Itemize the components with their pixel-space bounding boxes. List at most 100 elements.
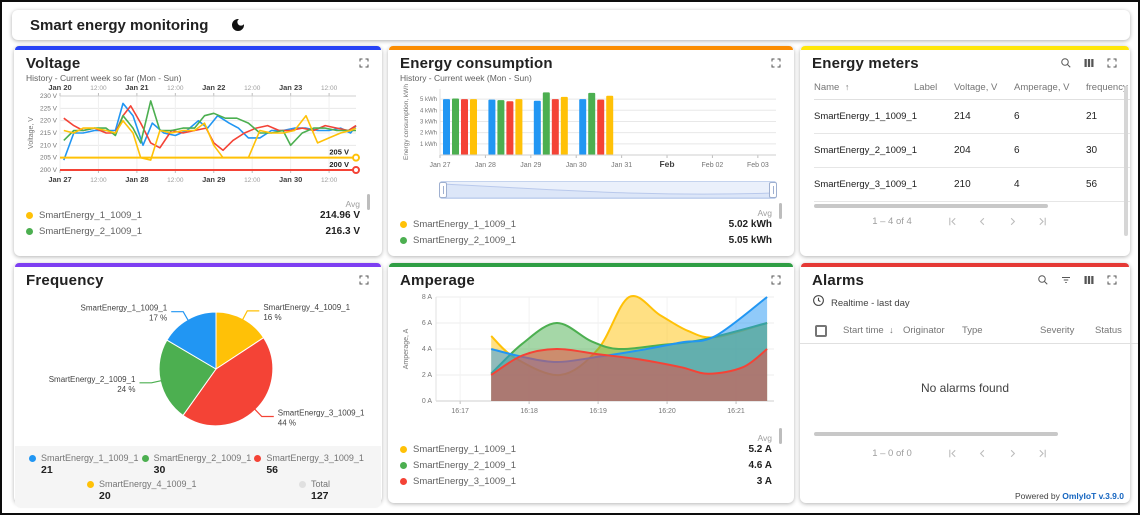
first-page-button[interactable] <box>938 215 968 228</box>
table-row[interactable]: SmartEnergy_1_1009_1 214 6 21 <box>814 100 1130 134</box>
horizontal-scrollbar[interactable] <box>814 432 1058 436</box>
svg-text:Jan 31: Jan 31 <box>611 162 632 169</box>
navigator-right-handle[interactable] <box>769 182 777 198</box>
svg-text:24 %: 24 % <box>117 385 135 394</box>
svg-text:12:00: 12:00 <box>90 177 107 184</box>
legend-scrollbar[interactable] <box>779 428 782 444</box>
table-row[interactable]: SmartEnergy_2_1009_1 204 6 30 <box>814 134 1130 168</box>
time-window-label[interactable]: Realtime - last day <box>831 297 910 309</box>
legend-item[interactable]: SmartEnergy_1_1009_1 21 <box>29 453 142 476</box>
next-page-button[interactable] <box>998 215 1028 228</box>
column-header-frequency[interactable]: frequency <box>1086 82 1128 93</box>
expand-icon[interactable] <box>770 274 782 286</box>
svg-text:Jan 27: Jan 27 <box>429 162 450 169</box>
svg-text:200 V: 200 V <box>329 160 349 169</box>
legend-header: Avg <box>26 194 370 210</box>
search-icon[interactable] <box>1060 57 1072 69</box>
legend-value: 5.02 kWh <box>728 218 772 230</box>
legend-value: 4.6 A <box>748 459 772 471</box>
legend-item[interactable]: SmartEnergy_1_1009_1 5.2 A <box>400 441 782 457</box>
legend-label: SmartEnergy_1_1009_1 <box>413 443 516 455</box>
filter-icon[interactable] <box>1060 274 1072 286</box>
frequency-widget: Frequency SmartEnergy_4_1009_1 16 % SmartE… <box>14 263 382 508</box>
svg-text:16:19: 16:19 <box>589 408 607 415</box>
legend-item[interactable]: SmartEnergy_1_1009_1 214.96 V <box>26 207 370 223</box>
legend-value: 214.96 V <box>319 209 360 221</box>
voltage-widget: Voltage History - Current week so far (M… <box>14 46 382 256</box>
svg-text:2 kWh: 2 kWh <box>420 131 437 137</box>
svg-text:200 V: 200 V <box>40 167 58 174</box>
table-row[interactable]: SmartEnergy_3_1009_1 210 4 56 <box>814 168 1130 202</box>
table-cell: 30 <box>1086 145 1098 156</box>
column-header-originator[interactable]: Originator <box>903 325 945 336</box>
widget-accent <box>15 263 381 267</box>
last-page-button[interactable] <box>1028 215 1058 228</box>
previous-page-button[interactable] <box>968 215 998 228</box>
legend-label: SmartEnergy_2_1009_1 <box>39 225 142 237</box>
legend-item[interactable]: SmartEnergy_2_1009_1 216.3 V <box>26 223 370 239</box>
legend-label: SmartEnergy_3_1009_1 <box>266 453 364 463</box>
energy-consumption-chart[interactable]: 1 kWh 2 kWh 3 kWh 4 kWh 5 kWh Jan 27 Jan 28 Jan… <box>400 83 782 173</box>
widget-accent <box>801 46 1129 50</box>
navigator-left-handle[interactable] <box>439 182 447 198</box>
legend-item[interactable]: SmartEnergy_1_1009_1 5.02 kWh <box>400 216 782 232</box>
legend-avg-label: Avg <box>757 433 773 443</box>
svg-text:Jan 29: Jan 29 <box>520 162 541 169</box>
legend-item[interactable]: SmartEnergy_4_1009_1 20 <box>87 479 237 502</box>
expand-icon[interactable] <box>1106 57 1118 69</box>
next-page-button[interactable] <box>998 447 1028 460</box>
last-page-button[interactable] <box>1028 447 1058 460</box>
legend-item[interactable]: SmartEnergy_2_1009_1 30 <box>141 453 255 476</box>
column-header-severity[interactable]: Severity <box>1040 325 1075 336</box>
svg-text:Amperage, A: Amperage, A <box>403 328 410 369</box>
columns-icon[interactable] <box>1083 57 1095 69</box>
column-header-start-time[interactable]: Start time ↓ <box>843 325 894 336</box>
first-page-button[interactable] <box>938 447 968 460</box>
legend-item[interactable]: Total 127 <box>299 479 330 502</box>
chart-legend: Avg SmartEnergy_1_1009_1 214.96 V SmartEner… <box>26 194 370 239</box>
frequency-pie-chart[interactable]: SmartEnergy_4_1009_116 % SmartEnergy_3_10… <box>26 289 370 439</box>
columns-icon[interactable] <box>1083 274 1095 286</box>
column-header-type[interactable]: Type <box>962 325 983 336</box>
powered-by-text: Powered by <box>1015 491 1060 501</box>
time-range-navigator[interactable] <box>439 181 777 199</box>
column-header-name[interactable]: Name ↑ <box>814 82 850 93</box>
horizontal-scrollbar[interactable] <box>814 204 1048 208</box>
svg-text:Feb 03: Feb 03 <box>747 162 769 169</box>
svg-text:215 V: 215 V <box>40 130 58 137</box>
svg-text:205 V: 205 V <box>329 148 349 157</box>
svg-text:3 kWh: 3 kWh <box>420 119 437 125</box>
legend-avg-label: Avg <box>345 199 361 209</box>
table-header: Name ↑ Label Voltage, V Amperage, V frequenc… <box>814 76 1130 100</box>
column-header-voltage-v[interactable]: Voltage, V <box>954 82 998 93</box>
dark-mode-toggle-icon[interactable] <box>230 17 246 33</box>
alarms-widget: Alarms Realtime - last day <box>800 263 1138 503</box>
amperage-chart[interactable]: 0 A 2 A 4 A 6 A 8 A 16:17 16:18 16:19 16:20 16:21… <box>400 289 782 419</box>
expand-icon[interactable] <box>358 57 370 69</box>
widget-title: Energy consumption <box>400 55 553 72</box>
expand-icon[interactable] <box>770 57 782 69</box>
powered-by-link[interactable]: OmlyIoT v.3.9.0 <box>1062 491 1124 501</box>
vertical-scrollbar[interactable] <box>1124 86 1128 236</box>
column-header-status[interactable]: Status <box>1095 325 1122 336</box>
select-all-checkbox[interactable] <box>815 324 827 337</box>
svg-text:17 %: 17 % <box>149 314 167 323</box>
legend-item[interactable]: SmartEnergy_3_1009_1 3 A <box>400 473 782 489</box>
legend-value: 30 <box>153 464 166 476</box>
previous-page-button[interactable] <box>968 447 998 460</box>
legend-item[interactable]: SmartEnergy_2_1009_1 5.05 kWh <box>400 232 782 248</box>
legend-scrollbar[interactable] <box>779 203 782 219</box>
svg-text:Energy consumption, kWh: Energy consumption, kWh <box>403 84 410 160</box>
column-header-amperage-v[interactable]: Amperage, V <box>1014 82 1070 93</box>
energy-consumption-widget: Energy consumption History - Current wee… <box>388 46 794 256</box>
legend-item[interactable]: SmartEnergy_2_1009_1 4.6 A <box>400 457 782 473</box>
expand-icon[interactable] <box>358 274 370 286</box>
expand-icon[interactable] <box>1106 274 1118 286</box>
legend-scrollbar[interactable] <box>367 194 370 210</box>
table-cell: SmartEnergy_1_1009_1 <box>814 111 917 122</box>
legend-item[interactable]: SmartEnergy_3_1009_1 56 <box>254 453 367 476</box>
column-header-label[interactable]: Label <box>914 82 938 93</box>
search-icon[interactable] <box>1037 274 1049 286</box>
